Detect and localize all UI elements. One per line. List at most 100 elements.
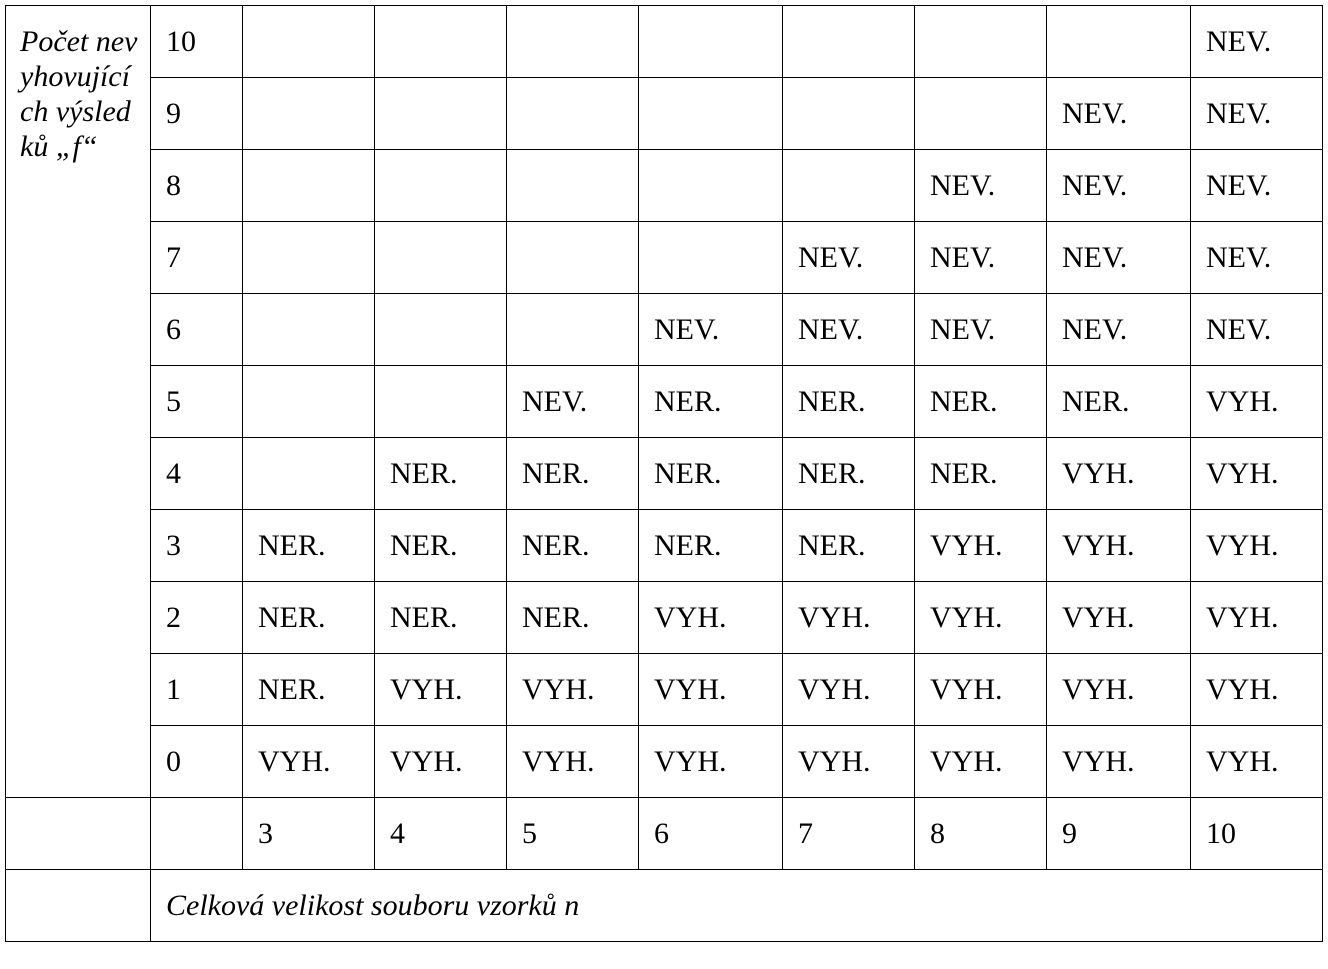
result-cell: NEV. [782, 293, 915, 366]
result-cell [242, 149, 375, 222]
result-cell: NER. [638, 437, 783, 510]
result-cell: VYH. [1046, 725, 1191, 798]
result-cell [506, 149, 639, 222]
n-value: 6 [638, 797, 783, 870]
result-cell: NEV. [1046, 149, 1191, 222]
result-cell: VYH. [1190, 509, 1323, 582]
result-cell [914, 5, 1047, 78]
n-value: 7 [782, 797, 915, 870]
result-cell [638, 5, 783, 78]
result-cell: VYH. [1046, 581, 1191, 654]
result-cell: NEV. [1190, 77, 1323, 150]
result-cell: VYH. [1046, 653, 1191, 726]
result-cell: VYH. [914, 653, 1047, 726]
result-cell: VYH. [638, 653, 783, 726]
column-caption: Celková velikost souboru vzorků n [150, 869, 1323, 942]
result-cell [782, 149, 915, 222]
result-cell: NER. [374, 581, 507, 654]
f-value: 2 [150, 581, 243, 654]
result-cell [374, 365, 507, 438]
result-cell: NER. [914, 365, 1047, 438]
result-cell: NEV. [1190, 221, 1323, 294]
result-cell [242, 293, 375, 366]
result-cell: NER. [782, 365, 915, 438]
result-cell: NEV. [914, 149, 1047, 222]
result-cell: NER. [1046, 365, 1191, 438]
result-cell: VYH. [1190, 365, 1323, 438]
n-value: 5 [506, 797, 639, 870]
f-value: 10 [150, 5, 243, 78]
result-cell [374, 293, 507, 366]
result-cell: NER. [914, 437, 1047, 510]
result-cell: VYH. [782, 581, 915, 654]
result-cell: VYH. [506, 725, 639, 798]
result-cell [1046, 5, 1191, 78]
result-cell: VYH. [374, 653, 507, 726]
n-value: 8 [914, 797, 1047, 870]
result-cell: VYH. [914, 581, 1047, 654]
result-cell: NEV. [1190, 5, 1323, 78]
result-cell: VYH. [1046, 509, 1191, 582]
result-cell: NER. [506, 509, 639, 582]
result-cell: NEV. [1046, 293, 1191, 366]
result-cell [638, 221, 783, 294]
result-cell: NEV. [506, 365, 639, 438]
f-value: 6 [150, 293, 243, 366]
result-cell: VYH. [638, 581, 783, 654]
n-value: 3 [242, 797, 375, 870]
result-cell: NEV. [1046, 221, 1191, 294]
result-cell: VYH. [782, 725, 915, 798]
result-cell: NER. [374, 437, 507, 510]
row-header-text: Počet nevyhovujících výsledků „f“ [20, 25, 138, 163]
result-cell [782, 5, 915, 78]
result-cell [506, 77, 639, 150]
result-cell: VYH. [914, 725, 1047, 798]
result-cell: NER. [506, 437, 639, 510]
result-cell [374, 5, 507, 78]
result-cell [782, 77, 915, 150]
result-cell: VYH. [914, 509, 1047, 582]
f-value: 1 [150, 653, 243, 726]
empty-cell [150, 797, 243, 870]
result-cell [242, 365, 375, 438]
result-cell [374, 149, 507, 222]
result-cell: NEV. [1190, 293, 1323, 366]
result-cell: VYH. [1190, 725, 1323, 798]
empty-cell [5, 797, 151, 870]
result-cell: NEV. [782, 221, 915, 294]
f-value: 5 [150, 365, 243, 438]
result-cell [242, 221, 375, 294]
result-cell [638, 77, 783, 150]
result-cell [242, 77, 375, 150]
row-header: Počet nevyhovujících výsledků „f“ [5, 5, 151, 798]
n-value: 4 [374, 797, 507, 870]
result-cell: NER. [782, 437, 915, 510]
f-value: 3 [150, 509, 243, 582]
result-cell: NEV. [1046, 77, 1191, 150]
result-cell [506, 293, 639, 366]
result-cell: VYH. [782, 653, 915, 726]
result-cell: NER. [638, 509, 783, 582]
result-cell [374, 77, 507, 150]
result-cell [506, 5, 639, 78]
result-cell: NEV. [914, 293, 1047, 366]
result-cell: NER. [782, 509, 915, 582]
result-cell: NER. [242, 653, 375, 726]
result-cell: VYH. [1046, 437, 1191, 510]
n-value: 10 [1190, 797, 1323, 870]
result-cell: VYH. [1190, 653, 1323, 726]
result-cell: NER. [638, 365, 783, 438]
table: Počet nevyhovujících výsledků „f“ 10 NEV. 9… [5, 5, 1323, 942]
result-cell: NER. [506, 581, 639, 654]
result-cell: NEV. [914, 221, 1047, 294]
result-cell: VYH. [1190, 581, 1323, 654]
result-cell: NER. [242, 509, 375, 582]
f-value: 9 [150, 77, 243, 150]
result-cell [638, 149, 783, 222]
result-cell [914, 77, 1047, 150]
result-cell [242, 437, 375, 510]
result-cell [242, 5, 375, 78]
result-cell: NER. [242, 581, 375, 654]
result-cell [374, 221, 507, 294]
